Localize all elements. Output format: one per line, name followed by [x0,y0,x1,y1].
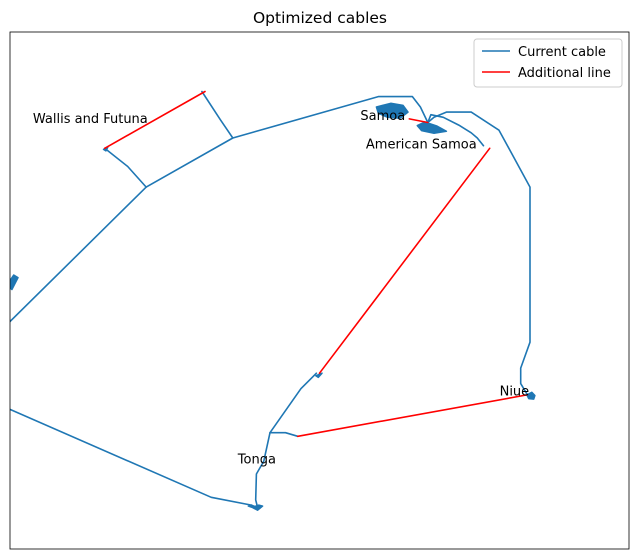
island-shape-tonga [247,504,264,511]
place-label-american-samoa: American Samoa [366,137,477,152]
place-labels-layer: Wallis and Futuna Samoa American Samoa Niue… [33,109,529,468]
place-label-wallis-and-futuna: Wallis and Futuna [33,112,148,127]
island-shape-niue [526,391,536,400]
place-label-tonga: Tonga [237,453,276,468]
legend: Current cable Additional line [473,38,623,88]
additional-line-segment-2 [318,147,491,375]
islands-layer [10,102,536,511]
current-cable-segment-4 [426,111,531,395]
island-shape-samoa [375,102,409,120]
additional-line-segment-0 [103,90,206,150]
additional-line-segment-1 [408,118,429,124]
legend-label-current-cable: Current cable [518,45,606,60]
current-cable-segment-7 [269,372,318,434]
current-cable-segment-5 [10,408,253,506]
additional-line-segment-3 [296,394,528,438]
current-cable-segment-6 [250,431,299,509]
island-shape-reef [315,372,323,379]
current-cable-segment-0 [10,95,429,323]
island-shape-american-samoa [416,121,448,135]
place-label-niue: Niue [500,385,530,400]
current-cable-segment-3 [426,113,485,147]
island-shape-fiji [10,274,19,291]
current-cable-segment-2 [201,90,234,139]
chart-title: Optimized cables [253,9,387,27]
plot-frame [9,31,630,550]
legend-label-additional-line: Additional line [518,66,611,81]
legend-box [473,38,623,88]
current-cable-segment-1 [103,147,147,188]
place-label-samoa: Samoa [360,109,405,124]
cable-lines-layer [10,90,531,509]
